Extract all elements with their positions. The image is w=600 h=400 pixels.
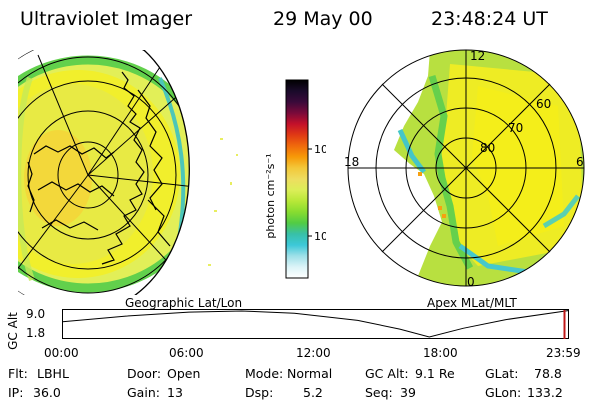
gc-altitude-value: 9.1 Re [415, 366, 455, 381]
time-tick-1800: 18:00 [423, 346, 458, 360]
ip-value: 36.0 [33, 385, 61, 400]
time-tick-0600: 06:00 [169, 346, 204, 360]
mode-label: Mode: [245, 366, 284, 381]
polar-mlat-mlt-map: 12 18 6 0 80 70 60 [344, 49, 585, 289]
apex-caption: Apex MLat/MLT [427, 296, 517, 310]
gain-label: Gain: [127, 385, 160, 400]
door-label: Door: [127, 366, 162, 381]
geographic-caption: Geographic Lat/Lon [125, 296, 243, 310]
mlt-label-12: 12 [470, 49, 485, 63]
altitude-tick-bottom: 1.8 [26, 326, 46, 340]
gc-altitude-label: GC Alt: [365, 366, 409, 381]
colorbar-unit-label: photon cm⁻²s⁻¹ [264, 153, 277, 238]
colorbar-tick-100: 100 [314, 143, 326, 156]
mode-value: Normal [287, 366, 333, 381]
earth-limb [133, 50, 250, 295]
mlat-label-70: 70 [508, 121, 523, 135]
geographic-map [18, 50, 250, 295]
time-tick-1200: 12:00 [296, 346, 331, 360]
polar-auroral-oval [394, 50, 584, 286]
altitude-plot [62, 309, 569, 339]
ip-label: IP: [8, 385, 24, 400]
glat-label: GLat: [485, 366, 519, 381]
altitude-series [62, 310, 569, 338]
mlt-label-0: 0 [467, 275, 475, 289]
instrument-title: Ultraviolet Imager [20, 8, 193, 30]
mlat-label-80: 80 [480, 141, 495, 155]
time-tick-0000: 00:00 [44, 346, 79, 360]
mlt-label-6: 6 [576, 155, 584, 169]
intensity-colorbar: photon cm⁻²s⁻¹ 100 10 [264, 79, 326, 279]
dsp-label: Dsp: [245, 385, 274, 400]
mlat-label-60: 60 [536, 97, 551, 111]
mlt-label-18: 18 [344, 155, 359, 169]
geo-speckles [208, 138, 238, 266]
altitude-axis-label: GC Alt [5, 312, 20, 350]
seq-label: Seq: [365, 385, 393, 400]
geo-coastlines [27, 71, 171, 265]
colorbar-tick-10: 10 [314, 230, 326, 243]
time-tick-2359: 23:59 [546, 346, 581, 360]
glon-value: 133.2 [527, 385, 563, 400]
image-date: 29 May 00 [273, 8, 373, 30]
door-value: Open [167, 366, 201, 381]
image-time: 23:48:24 UT [431, 8, 548, 30]
glon-label: GLon: [485, 385, 522, 400]
dsp-value: 5.2 [303, 385, 323, 400]
seq-value: 39 [400, 385, 416, 400]
glat-value: 78.8 [534, 366, 562, 381]
gain-value: 13 [167, 385, 183, 400]
polar-grid [347, 49, 585, 287]
altitude-tick-top: 9.0 [26, 307, 46, 321]
altitude-plot-frame [62, 309, 569, 339]
filter-label: Flt: [8, 366, 28, 381]
filter-value: LBHL [37, 366, 69, 381]
